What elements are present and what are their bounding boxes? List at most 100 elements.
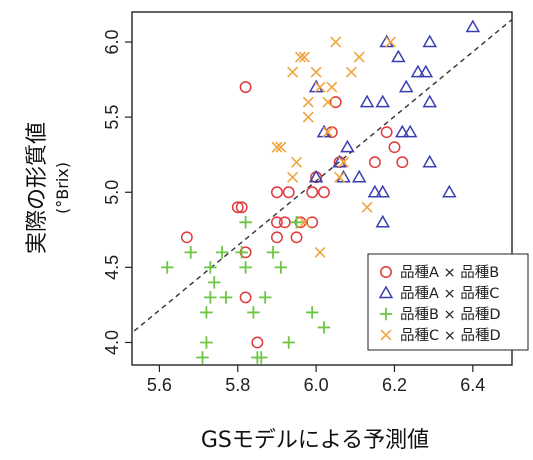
y-tick-label: 6.0 xyxy=(102,30,122,55)
y-axis: 4.0 4.5 5.0 5.5 6.0 xyxy=(102,30,132,355)
data-point-triangle xyxy=(340,139,355,153)
data-point-plus xyxy=(204,291,217,304)
data-point-circle xyxy=(306,186,319,199)
data-point-triangle xyxy=(367,184,383,198)
data-point-triangle xyxy=(308,169,324,183)
y-tick-label: 4.0 xyxy=(102,330,122,355)
data-point-triangle xyxy=(391,49,406,63)
data-point-x xyxy=(287,66,299,78)
data-point-x xyxy=(314,81,326,93)
legend-box xyxy=(367,253,529,351)
data-point-triangle xyxy=(375,214,390,228)
data-point-x xyxy=(330,36,342,48)
data-point-x xyxy=(385,36,397,48)
data-point-x xyxy=(361,201,373,213)
data-point-circle xyxy=(235,201,248,214)
legend-marker-plus xyxy=(379,307,393,321)
data-point-x xyxy=(298,51,310,63)
data-point-triangle xyxy=(402,124,418,138)
data-point-plus xyxy=(200,306,213,319)
data-point-x xyxy=(287,171,299,183)
data-point-circle xyxy=(318,186,330,199)
data-point-circle xyxy=(368,156,381,169)
data-point-circle xyxy=(270,186,283,199)
data-point-plus xyxy=(239,216,252,229)
data-point-plus xyxy=(204,261,217,274)
data-point-triangle xyxy=(465,19,481,33)
data-point-circle xyxy=(290,231,303,244)
legend-marker-circle xyxy=(380,266,392,278)
data-point-x xyxy=(334,171,346,183)
data-point-plus xyxy=(247,306,260,319)
data-point-plus xyxy=(200,336,213,349)
data-point-plus xyxy=(235,246,248,259)
data-point-circle xyxy=(239,81,252,94)
data-point-plus xyxy=(251,351,264,364)
data-point-circle xyxy=(282,186,295,199)
data-point-triangle xyxy=(375,94,390,108)
data-point-circle xyxy=(329,96,342,109)
data-point-x xyxy=(326,81,338,93)
data-point-plus xyxy=(282,336,295,349)
legend-label: 品種A × 品種C xyxy=(400,285,499,302)
data-point-plus xyxy=(208,276,221,289)
data-point-x xyxy=(338,156,350,168)
data-point-plus xyxy=(290,216,303,229)
data-point-circle xyxy=(306,216,319,229)
data-point-plus xyxy=(161,261,174,274)
x-tick-label: 5.6 xyxy=(147,375,172,395)
data-point-x xyxy=(298,216,310,228)
data-point-triangle xyxy=(422,34,438,48)
data-point-x xyxy=(271,141,283,153)
data-point-triangle xyxy=(410,64,426,78)
data-point-plus xyxy=(305,306,319,319)
data-point-circle xyxy=(278,216,291,229)
data-point-triangle xyxy=(375,184,390,198)
x-tick-label: 6.2 xyxy=(382,375,407,395)
data-point-plus xyxy=(215,246,229,259)
data-point-triangle xyxy=(351,169,367,183)
legend-label: 品種B × 品種D xyxy=(400,306,500,323)
x-tick-label: 6.0 xyxy=(304,375,329,395)
x-axis-title: GSモデルによる予測値 xyxy=(201,428,429,453)
data-point-plus xyxy=(196,351,209,364)
data-point-triangle xyxy=(422,154,438,168)
legend-label: 品種A × 品種B xyxy=(400,264,499,281)
data-point-x xyxy=(314,246,326,258)
y-axis-title: 実際の形質値 xyxy=(25,122,50,254)
data-point-circle xyxy=(380,126,393,139)
data-point-plus xyxy=(274,261,288,274)
data-point-plus xyxy=(258,291,272,304)
data-point-circle xyxy=(270,216,283,229)
plot-frame xyxy=(131,11,513,366)
data-point-x xyxy=(353,51,365,63)
data-point-triangle xyxy=(442,184,457,198)
data-point-circle xyxy=(251,336,264,349)
data-point-plus xyxy=(239,261,252,274)
data-point-circle xyxy=(396,156,409,169)
data-points xyxy=(161,19,481,364)
data-point-x xyxy=(310,66,322,78)
data-point-circle xyxy=(388,141,401,154)
x-tick-label: 5.8 xyxy=(225,375,250,395)
data-point-plus xyxy=(219,291,233,304)
data-point-plus xyxy=(266,246,280,259)
data-point-x xyxy=(302,96,314,108)
legend-marker-triangle xyxy=(378,285,394,299)
data-point-circle xyxy=(231,201,244,214)
data-point-circle xyxy=(239,291,252,304)
data-point-x xyxy=(291,156,303,168)
y-tick-label: 4.5 xyxy=(102,255,122,280)
data-point-triangle xyxy=(359,94,375,108)
x-tick-label: 6.4 xyxy=(460,375,485,395)
data-point-x xyxy=(322,96,334,108)
data-point-x xyxy=(345,66,357,78)
legend-label: 品種C × 品種D xyxy=(400,327,501,344)
data-point-x xyxy=(294,51,306,63)
data-point-x xyxy=(302,111,314,123)
data-point-triangle xyxy=(418,64,434,78)
legend: 品種A × 品種B 品種A × 品種C 品種B × 品種D 品種C × 品種D xyxy=(367,253,529,351)
x-axis: 5.6 5.8 6.0 6.2 6.4 xyxy=(147,365,485,395)
y-tick-label: 5.0 xyxy=(102,180,122,205)
